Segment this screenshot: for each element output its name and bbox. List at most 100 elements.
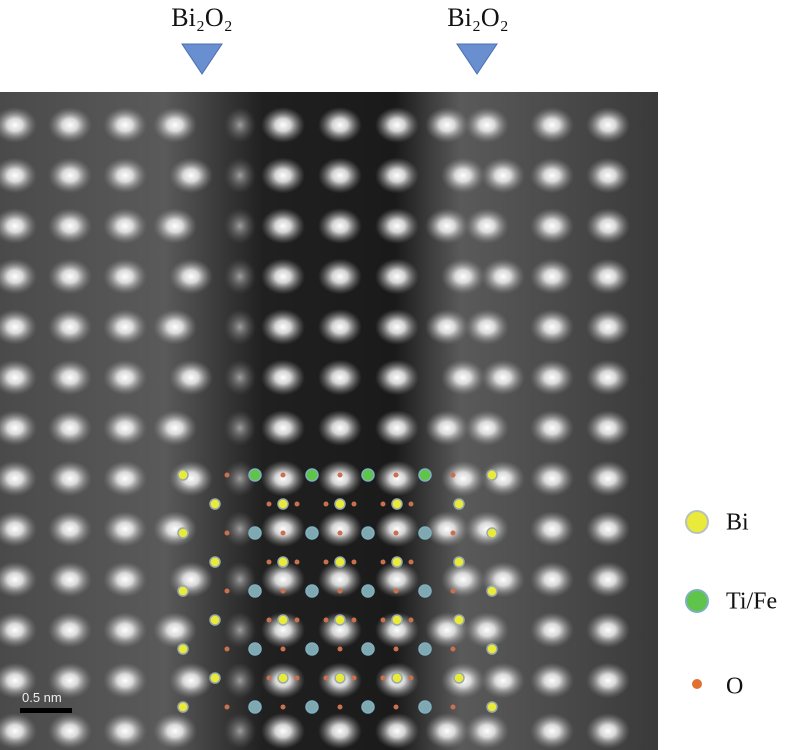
bi-site bbox=[177, 585, 189, 597]
atom-column bbox=[465, 713, 509, 749]
atom-column bbox=[530, 713, 574, 749]
atom-column bbox=[441, 460, 485, 497]
atom-column bbox=[0, 359, 37, 396]
tife-site bbox=[361, 700, 375, 714]
atom-column bbox=[48, 410, 92, 446]
bi-site bbox=[177, 527, 189, 539]
tife-site bbox=[248, 468, 262, 482]
o-site bbox=[450, 704, 456, 710]
o-site bbox=[294, 675, 300, 681]
atom-column bbox=[103, 612, 147, 648]
o-site bbox=[380, 559, 386, 565]
atom-column bbox=[318, 107, 362, 143]
atom-column bbox=[586, 662, 630, 699]
atom-column bbox=[530, 561, 574, 598]
atom-column bbox=[375, 359, 419, 396]
tife-site bbox=[305, 700, 319, 714]
atom-column bbox=[441, 359, 485, 396]
atom-column bbox=[586, 309, 630, 345]
atom-column bbox=[261, 359, 305, 396]
atom-column bbox=[153, 107, 197, 143]
atom-column bbox=[375, 460, 419, 497]
atom-column bbox=[48, 561, 92, 598]
atom-column bbox=[153, 612, 197, 648]
atom-column bbox=[103, 258, 147, 295]
atom-column bbox=[261, 258, 305, 295]
atom-column bbox=[261, 561, 305, 598]
atom-column bbox=[481, 662, 525, 699]
atom-column bbox=[481, 258, 525, 295]
atom-column bbox=[224, 157, 256, 194]
tife-site bbox=[361, 584, 375, 598]
o-site bbox=[408, 617, 414, 623]
atom-column bbox=[261, 157, 305, 194]
atom-column bbox=[0, 511, 37, 547]
tife-site bbox=[418, 526, 432, 540]
atom-column bbox=[224, 561, 256, 598]
atom-column bbox=[375, 713, 419, 749]
layer-label: Bi₂O₂ bbox=[447, 3, 508, 32]
atom-column bbox=[318, 561, 362, 598]
atom-column bbox=[586, 208, 630, 244]
bi-site bbox=[277, 556, 289, 568]
atom-column bbox=[48, 713, 92, 749]
atom-column bbox=[103, 511, 147, 547]
bi-site bbox=[453, 556, 465, 568]
bi-site bbox=[391, 498, 403, 510]
atom-column bbox=[103, 460, 147, 497]
atom-column bbox=[261, 309, 305, 345]
o-site bbox=[393, 472, 399, 478]
legend-swatch bbox=[685, 589, 709, 613]
o-site bbox=[224, 472, 230, 478]
bi-site bbox=[209, 672, 221, 684]
tife-site bbox=[305, 584, 319, 598]
atom-column bbox=[465, 107, 509, 143]
atom-column bbox=[48, 460, 92, 497]
atom-column bbox=[441, 157, 485, 194]
o-site bbox=[450, 472, 456, 478]
atom-column bbox=[375, 107, 419, 143]
atom-column bbox=[318, 410, 362, 446]
o-site bbox=[266, 617, 272, 623]
tife-site bbox=[248, 642, 262, 656]
bi-site bbox=[391, 614, 403, 626]
atom-column bbox=[261, 460, 305, 497]
bi-site bbox=[453, 672, 465, 684]
structure-overlay bbox=[177, 468, 498, 714]
atom-column bbox=[0, 460, 37, 497]
atom-column bbox=[48, 157, 92, 194]
o-site bbox=[380, 617, 386, 623]
atom-column bbox=[153, 410, 197, 446]
atom-columns bbox=[0, 107, 630, 749]
atom-column bbox=[318, 612, 362, 648]
bi-site bbox=[334, 498, 346, 510]
legend-label: Ti/Fe bbox=[726, 589, 777, 615]
atom-column bbox=[530, 662, 574, 699]
legend-swatch bbox=[685, 510, 709, 534]
o-site bbox=[323, 675, 329, 681]
atom-column bbox=[375, 410, 419, 446]
o-site bbox=[351, 617, 357, 623]
o-site bbox=[450, 646, 456, 652]
atom-column bbox=[0, 157, 37, 194]
o-site bbox=[323, 559, 329, 565]
atom-column bbox=[0, 612, 37, 648]
atom-column bbox=[224, 359, 256, 396]
o-site bbox=[351, 559, 357, 565]
o-site bbox=[280, 646, 286, 652]
atom-column bbox=[224, 410, 256, 446]
bi-site bbox=[453, 498, 465, 510]
atom-column bbox=[375, 208, 419, 244]
atom-column bbox=[261, 208, 305, 244]
atom-column bbox=[441, 258, 485, 295]
atom-column bbox=[465, 612, 509, 648]
atom-column bbox=[586, 561, 630, 598]
atom-column bbox=[261, 410, 305, 446]
atom-column bbox=[153, 309, 197, 345]
atom-column bbox=[169, 157, 213, 194]
atom-column bbox=[224, 511, 256, 547]
atom-column bbox=[224, 208, 256, 244]
bi-site bbox=[177, 643, 189, 655]
